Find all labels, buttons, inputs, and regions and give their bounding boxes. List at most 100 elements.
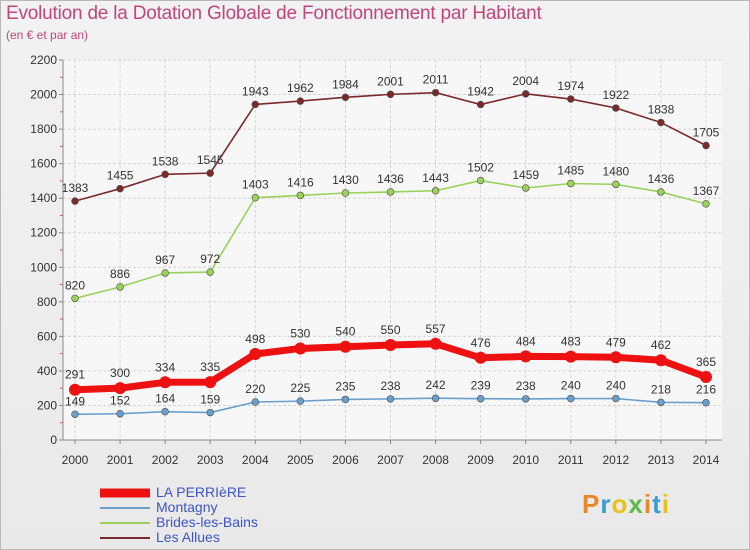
data-label-brides-les-bains: 1459: [512, 168, 539, 182]
data-point-les-allues: [476, 100, 485, 109]
data-point-la-perri-re: [159, 376, 172, 389]
data-point-la-perri-re: [429, 337, 442, 350]
data-label-la-perri-re: 476: [471, 336, 491, 350]
logo-letter: r: [600, 489, 612, 519]
data-point-brides-les-bains: [522, 184, 530, 192]
data-point-brides-les-bains: [296, 191, 305, 200]
x-tick-label: 2014: [693, 453, 720, 467]
data-label-les-allues: 1942: [467, 85, 494, 99]
x-tick-label: 2004: [242, 453, 269, 467]
proxiti-logo: Proxiti: [582, 489, 670, 520]
data-label-les-allues: 1455: [107, 169, 134, 183]
data-point-la-perri-re: [339, 340, 352, 353]
legend-label-les-allues: Les Allues: [156, 529, 220, 545]
data-label-la-perri-re: 498: [245, 332, 265, 346]
data-point-montagny: [251, 398, 259, 406]
x-tick-label: 2003: [197, 453, 224, 467]
data-point-la-perri-re: [384, 339, 397, 351]
data-label-brides-les-bains: 1403: [242, 178, 269, 192]
data-point-brides-les-bains: [71, 294, 79, 303]
data-label-la-perri-re: 483: [561, 335, 581, 349]
x-tick-label: 2010: [512, 453, 539, 467]
x-tick-label: 2001: [107, 453, 134, 467]
logo-letter: i: [661, 489, 670, 519]
data-point-les-allues: [161, 170, 169, 179]
y-tick-label: 1600: [30, 157, 57, 171]
y-tick-label: 400: [37, 364, 57, 378]
data-point-brides-les-bains: [251, 193, 259, 202]
data-point-montagny: [702, 398, 710, 407]
x-tick-label: 2011: [558, 453, 584, 467]
data-label-montagny: 159: [200, 393, 220, 407]
data-point-montagny: [116, 410, 124, 418]
data-point-brides-les-bains: [431, 187, 440, 195]
data-label-montagny: 152: [110, 394, 130, 408]
data-point-la-perri-re: [204, 376, 217, 389]
data-point-la-perri-re: [69, 383, 81, 396]
data-point-brides-les-bains: [476, 176, 485, 185]
x-tick-label: 2006: [332, 453, 359, 467]
data-label-montagny: 240: [606, 379, 626, 393]
y-tick-label: 1400: [30, 191, 57, 205]
data-point-les-allues: [431, 88, 440, 97]
legend-swatch-les-allues: [100, 536, 150, 539]
data-point-brides-les-bains: [567, 179, 575, 188]
data-point-les-allues: [657, 118, 665, 127]
data-label-la-perri-re: 462: [651, 338, 671, 352]
logo-letter: i: [643, 489, 653, 519]
data-label-montagny: 238: [380, 379, 400, 393]
data-point-montagny: [657, 398, 665, 407]
data-point-montagny: [71, 410, 79, 418]
data-label-la-perri-re: 530: [290, 326, 310, 340]
data-label-brides-les-bains: 1436: [377, 172, 404, 186]
data-point-montagny: [431, 394, 440, 402]
data-label-brides-les-bains: 967: [155, 253, 175, 267]
data-label-montagny: 164: [155, 392, 175, 406]
data-label-les-allues: 1545: [197, 153, 224, 167]
data-point-brides-les-bains: [116, 283, 124, 291]
data-point-brides-les-bains: [206, 268, 214, 276]
data-point-montagny: [567, 394, 575, 403]
x-tick-label: 2008: [422, 453, 449, 467]
y-tick-label: 800: [37, 295, 57, 309]
x-tick-label: 2007: [377, 453, 404, 467]
data-label-montagny: 216: [696, 383, 716, 397]
data-label-les-allues: 1705: [693, 126, 720, 140]
data-point-les-allues: [71, 197, 79, 205]
data-label-les-allues: 1943: [242, 84, 269, 98]
data-label-la-perri-re: 557: [426, 322, 446, 336]
logo-letter: o: [611, 489, 629, 519]
y-tick-label: 1200: [30, 226, 57, 240]
data-point-la-perri-re: [249, 347, 262, 360]
data-point-les-allues: [702, 141, 710, 150]
y-tick-label: 0: [50, 433, 57, 447]
data-label-les-allues: 1974: [557, 79, 584, 93]
data-point-la-perri-re: [654, 354, 667, 367]
data-point-montagny: [612, 394, 620, 403]
data-point-montagny: [296, 397, 305, 405]
data-label-montagny: 238: [516, 379, 536, 393]
data-label-la-perri-re: 540: [335, 325, 355, 339]
data-label-la-perri-re: 365: [696, 355, 716, 369]
data-point-montagny: [522, 395, 530, 403]
data-label-brides-les-bains: 972: [200, 252, 220, 266]
data-point-les-allues: [251, 100, 259, 109]
data-point-la-perri-re: [114, 382, 127, 395]
data-label-la-perri-re: 550: [380, 323, 400, 337]
x-tick-label: 2000: [62, 453, 89, 467]
data-label-montagny: 242: [426, 378, 446, 392]
y-tick-label: 200: [37, 398, 57, 412]
data-label-montagny: 149: [65, 394, 85, 408]
data-label-les-allues: 1383: [62, 181, 89, 195]
x-tick-label: 2002: [152, 453, 179, 467]
data-point-la-perri-re: [700, 370, 712, 383]
data-point-les-allues: [522, 90, 530, 98]
logo-letter: t: [652, 489, 662, 519]
y-tick-label: 1000: [30, 260, 57, 274]
data-label-brides-les-bains: 1367: [693, 184, 720, 198]
legend-label-brides-les-bains: Brides-les-Bains: [156, 514, 258, 530]
y-tick-label: 1800: [30, 122, 57, 136]
data-point-brides-les-bains: [386, 188, 395, 196]
data-label-les-allues: 1984: [332, 77, 359, 91]
